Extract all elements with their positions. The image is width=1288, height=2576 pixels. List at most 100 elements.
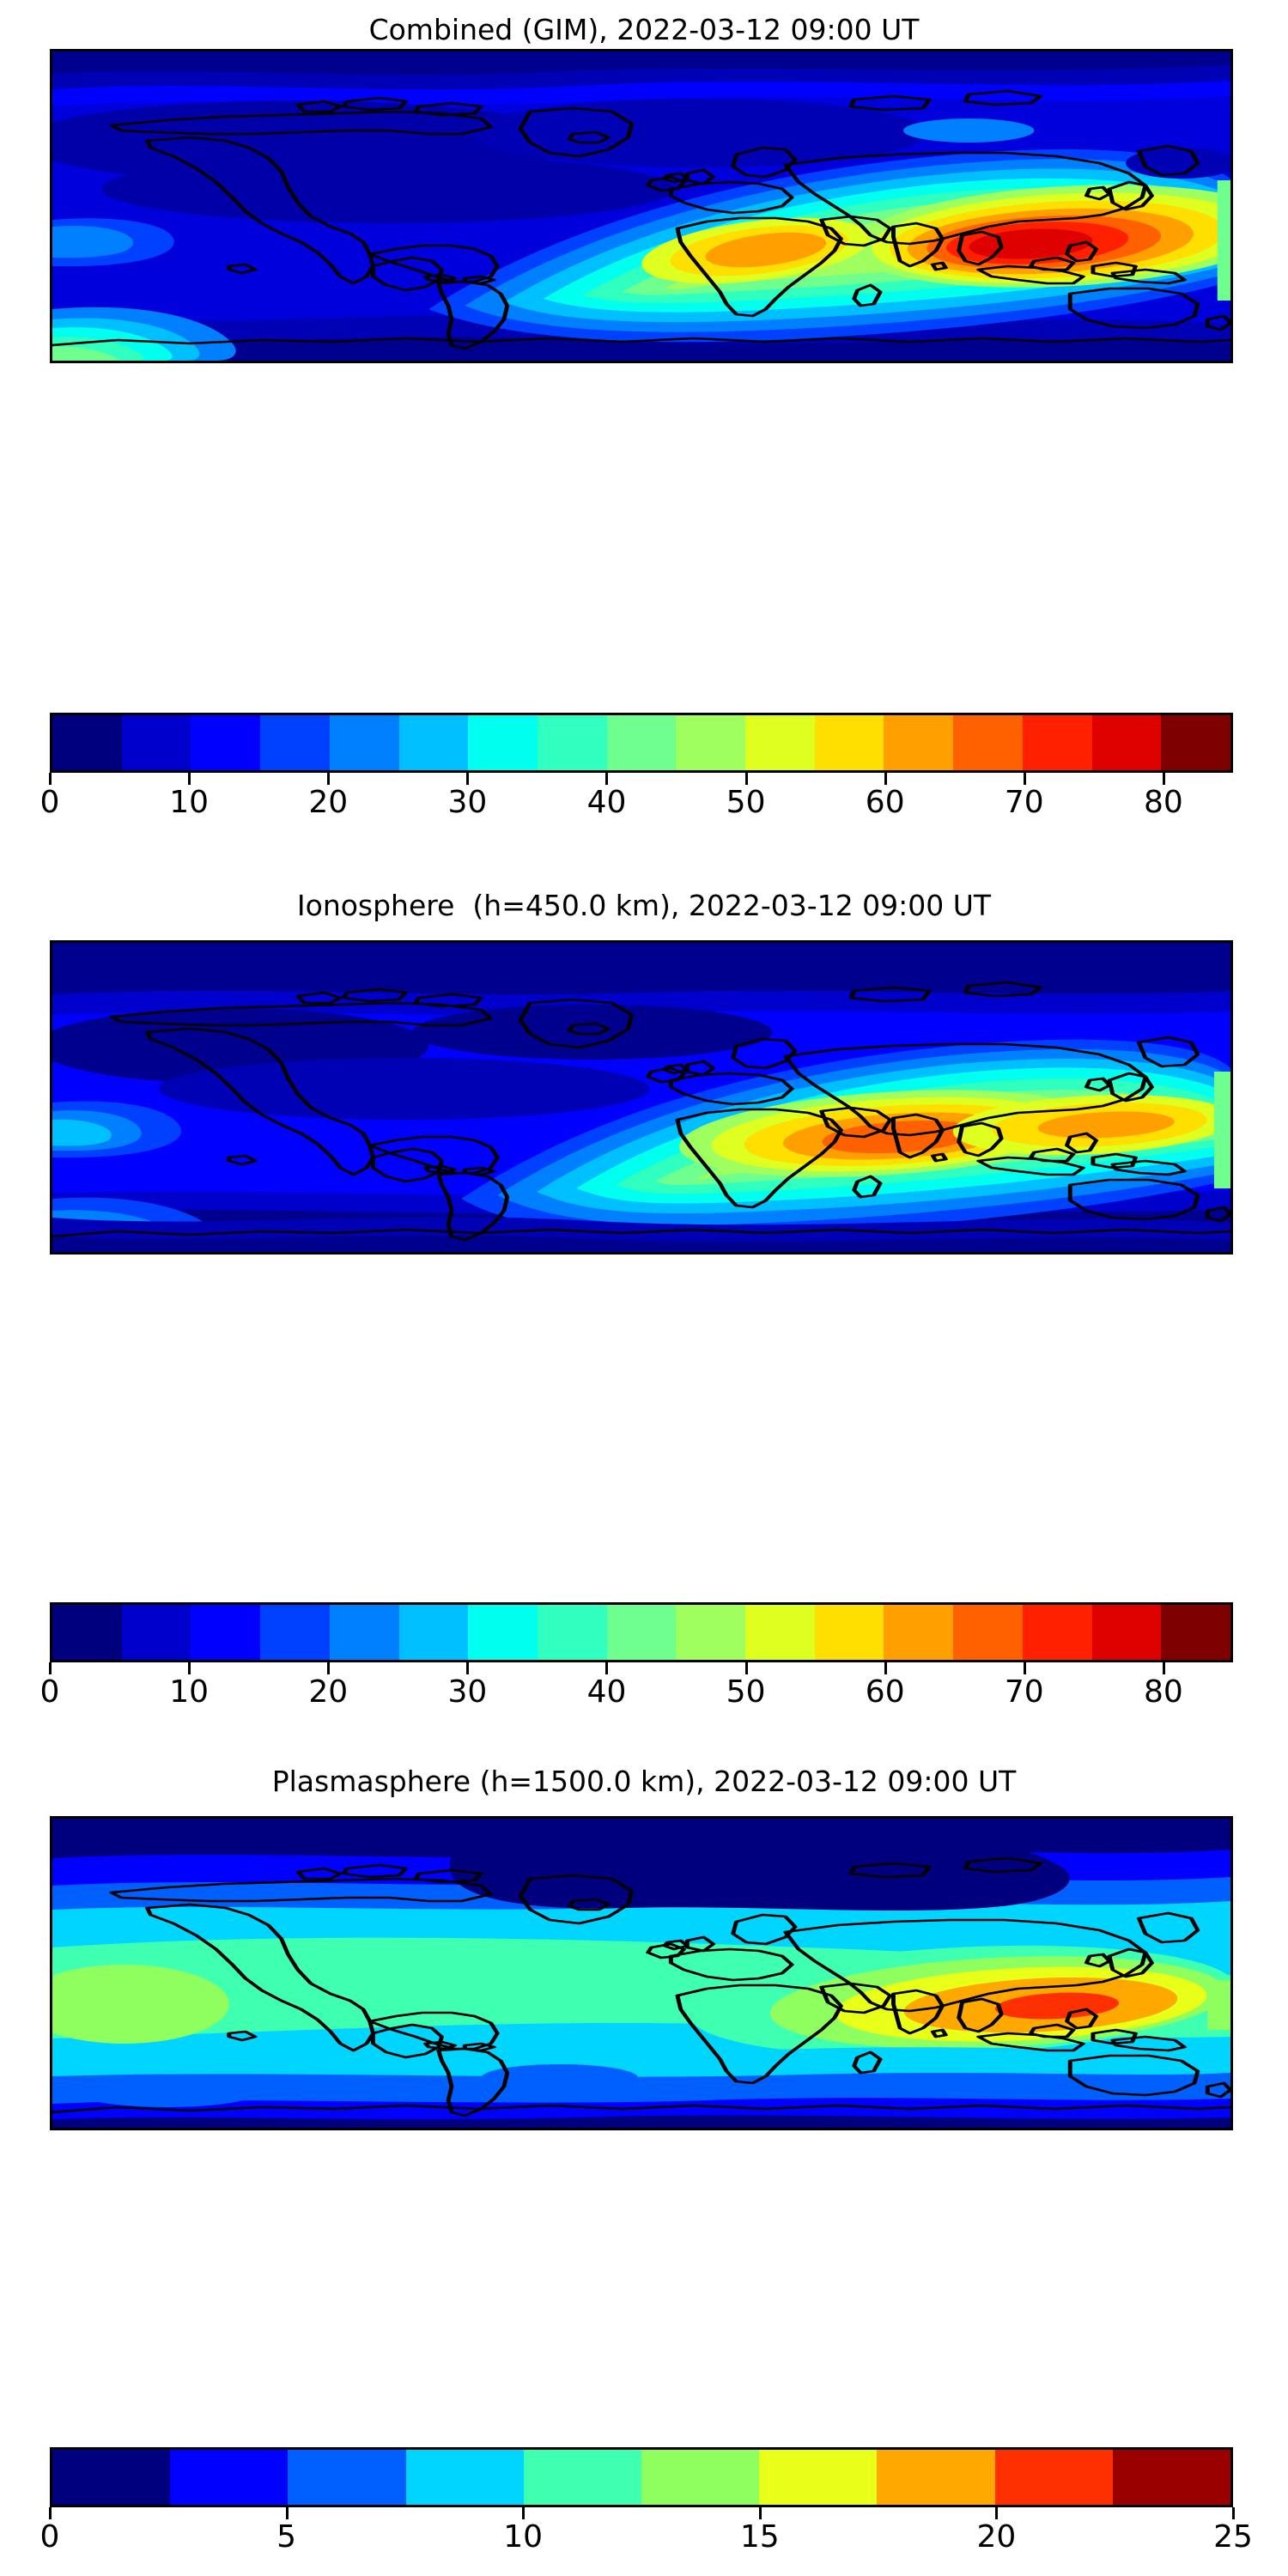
cb1-ticklabel: 80 <box>1144 785 1183 820</box>
cb2-tickmark <box>1162 1662 1165 1674</box>
panel-combined-gim: Combined (GIM), 2022-03-12 09:00 UT <box>0 0 1288 859</box>
cb3-ticklabel: 10 <box>503 2519 544 2555</box>
panel-ionosphere: Ionosphere (h=450.0 km), 2022-03-12 09:0… <box>0 876 1288 1735</box>
cb2-ticklabel: 0 <box>39 1674 60 1710</box>
cb3-band-2 <box>288 2450 406 2505</box>
cb3-band-7 <box>877 2450 995 2505</box>
cb2-ticklabel: 10 <box>169 1674 210 1710</box>
cb1-ticklabel: 50 <box>726 785 766 820</box>
colorbar-plasmasphere <box>50 2447 1233 2507</box>
cb2-tickmark <box>188 1662 191 1674</box>
cb1-band-1 <box>121 715 191 770</box>
cb2-band-4 <box>329 1605 399 1660</box>
cb1-tickmark <box>605 773 609 785</box>
cb3-tickmark <box>285 2507 289 2519</box>
cb3-band-8 <box>994 2450 1113 2505</box>
cb1-ticklabel: 40 <box>586 785 627 820</box>
cb3-tickmark <box>522 2507 526 2519</box>
cb3-band-5 <box>641 2450 760 2505</box>
cb3-band-4 <box>523 2450 642 2505</box>
cb2-tickmark <box>49 1662 52 1674</box>
colorbar-ionosphere <box>50 1602 1233 1662</box>
cb3-tickmark <box>995 2507 999 2519</box>
cb1-ticklabel: 10 <box>169 785 210 820</box>
cb1-band-9 <box>676 715 746 770</box>
cb3-ticklabel: 25 <box>1213 2519 1253 2555</box>
cb2-band-15 <box>1091 1605 1162 1660</box>
cb1-band-7 <box>537 715 607 770</box>
cb2-ticklabel: 80 <box>1144 1674 1183 1710</box>
cb1-tickmark <box>466 773 470 785</box>
cb2-band-6 <box>468 1605 538 1660</box>
cb1-band-16 <box>1161 715 1230 770</box>
cb3-tickmark <box>49 2507 52 2519</box>
cb1-tickmark <box>327 773 331 785</box>
cb3-tickmark <box>1232 2507 1235 2519</box>
cb1-tickmark <box>49 773 52 785</box>
cb3-band-6 <box>759 2450 878 2505</box>
cb2-band-8 <box>606 1605 677 1660</box>
cb3-ticklabel: 20 <box>976 2519 1017 2555</box>
cb2-band-9 <box>676 1605 746 1660</box>
cb1-band-14 <box>1022 715 1092 770</box>
colorbar-combined <box>50 713 1233 773</box>
map-field-combined <box>52 52 1230 361</box>
cb3-ticklabel: 15 <box>739 2519 780 2555</box>
cb3-band-9 <box>1112 2450 1230 2505</box>
cb1-ticklabel: 30 <box>447 785 488 820</box>
cb1-tickmark <box>1023 773 1026 785</box>
cb2-band-13 <box>953 1605 1023 1660</box>
cb1-tickmark <box>1162 773 1165 785</box>
cb1-band-0 <box>52 715 122 770</box>
cb1-band-3 <box>260 715 330 770</box>
cb2-ticklabel: 60 <box>865 1674 905 1710</box>
cb1-band-12 <box>884 715 954 770</box>
cb2-ticklabel: 30 <box>447 1674 488 1710</box>
cb1-ticklabel: 0 <box>39 785 60 820</box>
cb2-ticklabel: 40 <box>586 1674 627 1710</box>
cb2-band-16 <box>1161 1605 1230 1660</box>
cb2-ticklabel: 50 <box>726 1674 766 1710</box>
map-field-plasmasphere <box>52 1819 1230 2128</box>
cb2-tickmark <box>744 1662 748 1674</box>
cb1-tickmark <box>884 773 887 785</box>
map-axes-ionosphere <box>50 940 1233 1255</box>
cb2-tickmark <box>605 1662 609 1674</box>
cb2-band-0 <box>52 1605 122 1660</box>
cb1-band-13 <box>953 715 1023 770</box>
cb3-band-1 <box>170 2450 289 2505</box>
cb1-band-10 <box>745 715 815 770</box>
cb2-band-11 <box>814 1605 884 1660</box>
cb1-band-11 <box>814 715 884 770</box>
cb1-band-15 <box>1091 715 1162 770</box>
panel-title-ionosphere: Ionosphere (h=450.0 km), 2022-03-12 09:0… <box>296 889 992 922</box>
cb1-band-2 <box>191 715 261 770</box>
cb1-tickmark <box>744 773 748 785</box>
cb1-band-8 <box>606 715 677 770</box>
cb2-ticklabel: 20 <box>308 1674 349 1710</box>
panel-plasmasphere: Plasmasphere (h=1500.0 km), 2022-03-12 0… <box>0 1752 1288 2576</box>
colorbar-ticks-plasmasphere: 0 5 10 15 20 25 <box>40 2507 1253 2559</box>
cb2-band-12 <box>884 1605 954 1660</box>
map-axes-combined <box>50 49 1233 363</box>
cb1-band-4 <box>329 715 399 770</box>
cb1-ticklabel: 60 <box>865 785 905 820</box>
cb1-tickmark <box>188 773 191 785</box>
cb1-ticklabel: 20 <box>308 785 349 820</box>
colorbar-ticks-combined: 0 10 20 30 40 50 60 70 80 <box>40 773 1233 824</box>
map-axes-plasmasphere <box>50 1816 1233 2130</box>
cb2-band-10 <box>745 1605 815 1660</box>
cb2-band-5 <box>398 1605 469 1660</box>
cb2-band-1 <box>121 1605 191 1660</box>
cb2-tickmark <box>1023 1662 1026 1674</box>
panel-title-combined: Combined (GIM), 2022-03-12 09:00 UT <box>368 13 920 46</box>
cb2-ticklabel: 70 <box>1004 1674 1044 1710</box>
colorbar-ticks-ionosphere: 0 10 20 30 40 50 60 70 80 <box>40 1662 1233 1714</box>
cb3-ticklabel: 5 <box>276 2519 297 2555</box>
cb2-band-7 <box>537 1605 607 1660</box>
cb3-band-3 <box>405 2450 524 2505</box>
cb2-tickmark <box>327 1662 331 1674</box>
map-field-ionosphere <box>52 943 1230 1252</box>
cb1-band-6 <box>468 715 538 770</box>
